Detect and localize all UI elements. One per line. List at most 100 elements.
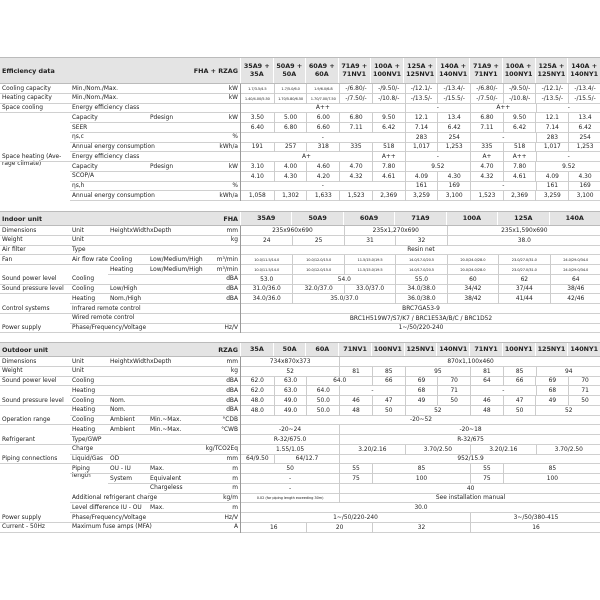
column-header: 140NV1: [436, 343, 469, 356]
value-cell: 63.0: [273, 386, 307, 396]
value-cell: 69: [404, 376, 438, 387]
value-cell: 30.0: [414, 505, 428, 512]
table-row: ηs,h% -161 169-161 169: [0, 181, 600, 192]
row-values: A+ A++ - A+ A++ -: [240, 152, 600, 162]
row-values: -20~24 -20~18: [240, 425, 600, 435]
value-cell: 6.00: [306, 113, 339, 123]
row-divider: [148, 492, 600, 494]
row-values: 53.0 54.0 55.0 60 62 64: [240, 274, 600, 285]
column-header: 50A9: [291, 212, 342, 225]
row-divider: [0, 293, 600, 295]
row-values: A++ - A++ -: [240, 103, 600, 114]
row-values: R-32/675.0 R-32/675: [240, 435, 600, 445]
value-cell: 14.0/17.0/20.5: [395, 265, 446, 275]
table-row: Charge kg/TCO2Eq 1.55/1.05 3.20/2.16 3.70/2.…: [0, 444, 600, 455]
value-cell: 13.4: [437, 113, 470, 123]
value-cell: BRC1H519W7/S7/K7 / BRC1E53A/B/C / BRC1D5…: [349, 315, 493, 322]
value-cell: 1,253: [437, 142, 470, 153]
row-values: -161 169-161 169: [240, 181, 600, 192]
value-cell: 10.0/12.0/15.0: [292, 265, 343, 275]
value-cell: 9.50: [502, 113, 536, 123]
table-row: Refrigerant Type/GWP R-32/675.0 R-32/675: [0, 435, 600, 445]
value-cell: 25: [292, 235, 343, 246]
row-divider: [0, 385, 600, 387]
indoor-unit-section: Indoor unit FHA 35A9 50A9 60A9 71A9 100A 125A 14…: [0, 211, 600, 334]
row-label: Sound pressure level: [2, 397, 64, 404]
row-values: 62.0 63.0 64.0-68 71-68 71: [240, 386, 600, 396]
row-values: 235x960x690 235x1,270x690 235x1,590x690: [240, 226, 600, 236]
column-header: 125A + 125NY1: [534, 58, 568, 83]
row-divider: [0, 283, 600, 285]
value-cell: 55: [339, 464, 372, 474]
unit-label: kW: [228, 95, 238, 102]
value-cell: 318: [306, 142, 339, 153]
value-cell: See installation manual: [339, 493, 600, 504]
model-label: RZAG: [218, 345, 238, 354]
value-cell: 3,259: [535, 191, 568, 201]
row-sublabel: Piping length: [72, 465, 91, 479]
row-divider: [0, 521, 600, 523]
value-cell: 32.0/37.0: [292, 284, 343, 295]
value-cell: R-32/675.0: [273, 436, 307, 443]
table-row: Heating Nom. dBA 48.0 49.0 50.0 48 50 52 48 50 52: [0, 405, 600, 416]
row-sublabel: Max.: [150, 504, 165, 511]
row-divider: [108, 273, 600, 275]
row-divider: [0, 161, 600, 162]
value-cell: -/10.8/-: [371, 93, 405, 104]
value-cell: 1.7/3.5/4.5: [248, 86, 267, 91]
value-cell: 68: [535, 386, 569, 396]
model-label: FHA: [223, 214, 238, 223]
row-label: Power supply: [2, 325, 42, 331]
value-cell: 1,253: [568, 142, 600, 153]
value-cell: -: [404, 103, 470, 114]
row-sublabel: Nom./High: [110, 295, 142, 302]
value-cell: 31: [343, 235, 395, 246]
unit-label: dBA: [226, 397, 238, 404]
value-cell: 14.0/17.0/20.5: [395, 255, 446, 265]
value-cell: 4.61: [371, 171, 405, 182]
value-cell: A+: [470, 152, 503, 162]
unit-label: kWh/a: [219, 192, 238, 199]
row-sublabel: Nom.: [110, 397, 126, 404]
table-row: Heating capacity Min./Nom./Max. kW 1.40/4.0…: [0, 93, 600, 104]
row-sublabel: Annual energy consumption: [72, 192, 155, 199]
table-row: Wired remote control BRC1H519W7/S7/K7 / B…: [0, 313, 600, 324]
value-cell: 3~/50/380-415: [470, 513, 600, 523]
value-cell: 169: [437, 181, 470, 192]
row-sublabel: Low/High: [110, 286, 138, 292]
value-cell: 41/44: [498, 294, 549, 304]
row-sublabel: Heating: [72, 407, 96, 414]
row-values: 64/9.50 64/12.7 952/15.9: [240, 454, 600, 465]
value-cell: -/13.4/-: [437, 84, 470, 94]
section-title: Efficiency data: [2, 66, 55, 75]
value-cell: 161: [404, 181, 438, 192]
row-values: Resin net: [240, 245, 600, 256]
value-cell: A++: [371, 152, 405, 162]
unit-label: m: [232, 465, 238, 472]
value-cell: 6.80: [273, 123, 307, 133]
row-label: Dimensions: [2, 227, 37, 234]
value-cell: 64/9.50: [246, 456, 269, 463]
value-cell: 85: [502, 366, 536, 377]
row-sublabel: Ambient: [110, 426, 135, 433]
row-values: 1~/50/220-240 3~/50/380-415: [240, 513, 600, 523]
column-header: 35A: [240, 343, 273, 356]
value-cell: 47: [502, 396, 536, 406]
value-cell: 12.1: [535, 113, 568, 123]
table-row: Cooling capacity Min./Nom./Max. kW 1.7/3.5/…: [0, 84, 600, 94]
column-header: 100A + 100NV1: [370, 58, 403, 83]
row-label: Space heating (Ave-rage climate): [2, 153, 62, 167]
table-row: Power supply Phase/Frequency/Voltage Hz/V 1…: [0, 513, 600, 523]
value-cell: 3.20/2.16: [470, 444, 535, 455]
value-cell: -: [535, 152, 600, 162]
row-sublabel: Level difference IU - OU: [72, 504, 142, 511]
row-sublabel: Heating: [72, 387, 96, 394]
value-cell: 1.9/6.0/6.8: [306, 84, 339, 94]
value-cell: 60: [446, 274, 498, 285]
value-cell: 49: [404, 396, 438, 406]
row-sublabel: HeightxWidthxDepth: [110, 358, 172, 365]
value-cell: -/7.50/-: [470, 93, 503, 104]
value-cell: 7.80: [371, 162, 405, 172]
row-divider: [70, 395, 600, 396]
value-cell: 4.20: [306, 171, 339, 182]
